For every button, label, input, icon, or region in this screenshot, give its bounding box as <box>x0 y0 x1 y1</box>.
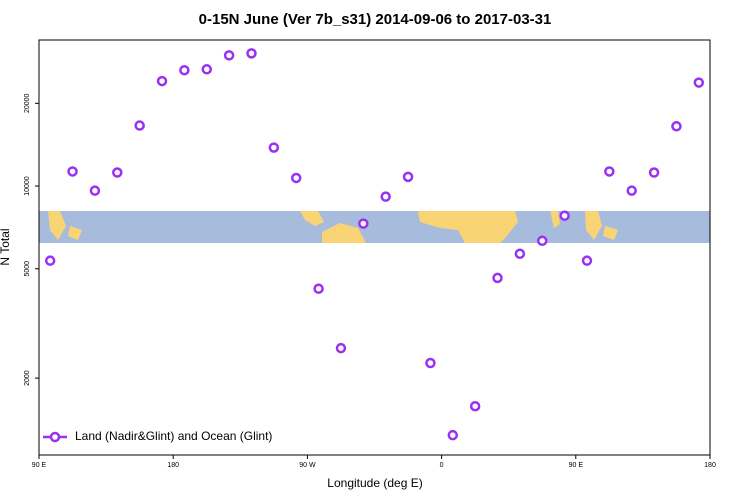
data-point <box>268 142 280 153</box>
data-point <box>112 167 123 178</box>
data-point <box>89 185 101 196</box>
x-tick-label: 90 E <box>32 462 47 469</box>
y-tick-label: 10000 <box>24 176 31 196</box>
data-point <box>380 191 391 202</box>
x-tick-label: 0 <box>440 462 444 469</box>
data-point <box>447 429 459 441</box>
data-point <box>156 75 168 87</box>
legend-label: Land (Nadir&Glint) and Ocean (Glint) <box>75 429 272 443</box>
y-tick-label: 2000 <box>24 370 31 386</box>
data-point <box>425 357 436 369</box>
plot-frame <box>38 39 711 456</box>
map-band <box>39 211 710 243</box>
chart-title: 0-15N June (Ver 7b_s31) 2014-09-06 to 20… <box>199 11 552 28</box>
data-point <box>626 185 637 196</box>
y-tick-label: 20000 <box>24 93 31 113</box>
x-tick-label: 180 <box>167 462 179 469</box>
y-axis-label: N Total <box>0 228 12 265</box>
data-point <box>559 210 570 221</box>
legend-marker <box>49 431 61 443</box>
data-point <box>469 400 481 412</box>
data-point <box>492 272 503 284</box>
data-point <box>223 50 235 61</box>
data-point <box>693 77 705 88</box>
y-tick-label: 5000 <box>24 261 31 277</box>
x-axis-label: Longitude (deg E) <box>327 476 422 490</box>
data-point <box>179 64 190 76</box>
data-point <box>604 166 615 177</box>
data-point <box>201 64 212 75</box>
x-tick-label: 90 E <box>569 462 584 469</box>
data-point <box>290 172 302 184</box>
data-point <box>44 255 56 266</box>
data-point <box>335 342 347 354</box>
data-point <box>537 235 548 247</box>
data-point <box>246 48 257 59</box>
x-tick-label: 90 W <box>299 462 316 469</box>
data-point <box>581 255 593 266</box>
data-point <box>134 120 145 131</box>
data-point <box>67 166 78 177</box>
data-point <box>671 121 682 132</box>
data-point <box>313 283 324 294</box>
data-point <box>514 248 526 260</box>
data-point <box>402 171 414 183</box>
data-point <box>648 167 660 178</box>
x-tick-label: 180 <box>704 462 716 469</box>
data-point <box>358 218 369 229</box>
